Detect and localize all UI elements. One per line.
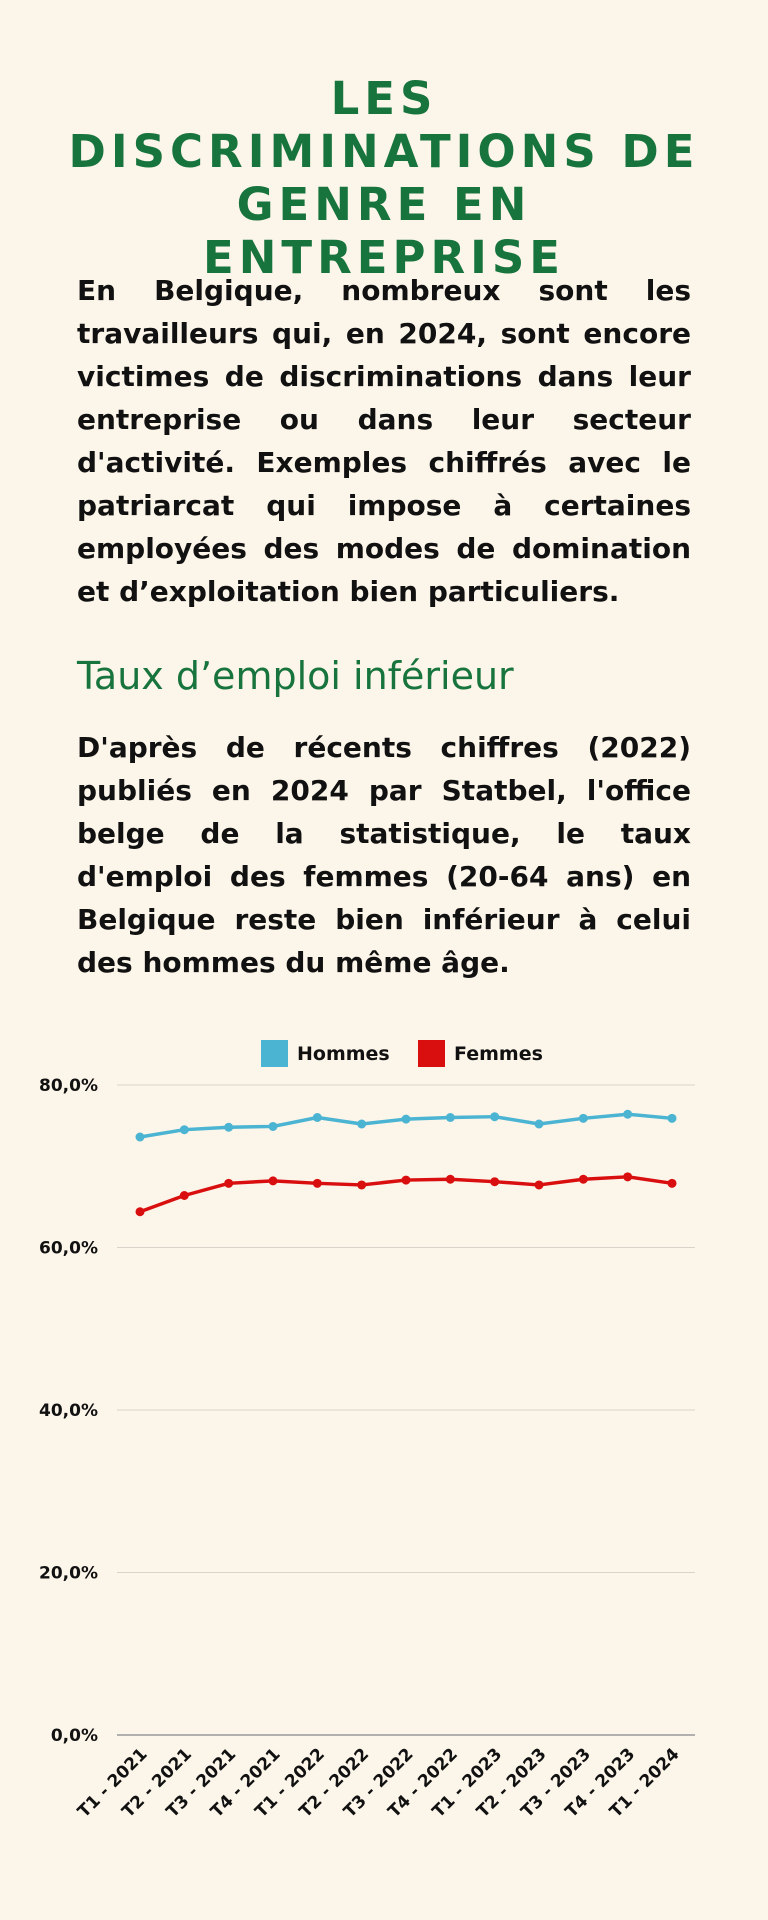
legend-label-femmes: Femmes (454, 1043, 543, 1065)
data-point-femmes (490, 1177, 500, 1187)
y-tick-label: 20,0% (39, 1564, 98, 1584)
data-point-hommes (490, 1112, 500, 1122)
y-axis-ticks: 0,0% 20,0% 40,0% 60,0% 80,0% (39, 1076, 98, 1746)
chart-legend: Hommes Femmes (261, 1040, 543, 1067)
chart-series (135, 1109, 677, 1217)
data-point-femmes (445, 1174, 455, 1184)
legend-label-hommes: Hommes (297, 1043, 390, 1065)
data-point-femmes (623, 1172, 633, 1182)
data-point-hommes (667, 1113, 677, 1123)
page-title: LES DISCRIMINATIONS DE GENRE EN ENTREPRI… (68, 72, 700, 284)
data-point-hommes (268, 1121, 278, 1131)
data-point-hommes (578, 1113, 588, 1123)
intro-paragraph: En Belgique, nombreux sont les travaille… (77, 274, 691, 608)
data-point-femmes (357, 1180, 367, 1190)
data-point-hommes (135, 1132, 145, 1142)
data-point-femmes (401, 1175, 411, 1185)
data-point-hommes (623, 1109, 633, 1119)
legend-swatch-femmes (418, 1040, 445, 1067)
data-point-hommes (224, 1122, 234, 1132)
section-paragraph: D'après de récents chiffres (2022) publi… (77, 731, 691, 979)
section-title: Taux d’emploi inférieur (77, 654, 514, 698)
data-point-femmes (667, 1178, 677, 1188)
data-point-hommes (179, 1125, 189, 1135)
y-tick-label: 60,0% (39, 1239, 98, 1259)
data-point-hommes (445, 1113, 455, 1122)
data-point-femmes (179, 1191, 189, 1200)
data-point-hommes (312, 1113, 322, 1122)
data-point-hommes (401, 1114, 411, 1124)
data-point-femmes (224, 1178, 234, 1188)
data-point-hommes (357, 1119, 367, 1129)
legend-swatch-hommes (261, 1040, 288, 1067)
data-point-femmes (534, 1180, 544, 1190)
data-point-femmes (578, 1174, 588, 1184)
chart-grid (117, 1084, 695, 1736)
data-point-femmes (268, 1176, 278, 1186)
y-tick-label: 0,0% (51, 1726, 98, 1746)
y-tick-label: 80,0% (39, 1076, 98, 1096)
data-point-hommes (534, 1119, 544, 1129)
data-point-femmes (135, 1207, 145, 1217)
data-point-femmes (312, 1178, 322, 1188)
y-tick-label: 40,0% (39, 1401, 98, 1421)
